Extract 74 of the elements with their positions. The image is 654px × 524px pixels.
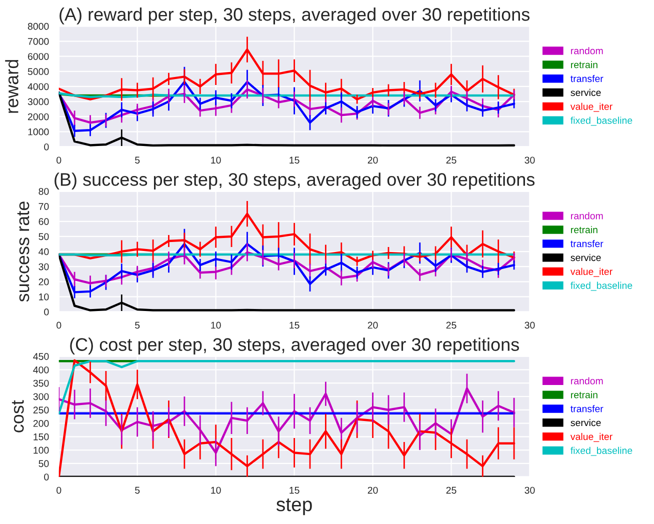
y-tick-label: 8000 <box>28 22 49 30</box>
x-tick-label: 15 <box>290 156 300 164</box>
legend-label: fixed_baseline <box>570 116 632 126</box>
legend-label: transfer <box>570 240 604 248</box>
legend-label: random <box>571 47 603 54</box>
text: random <box>571 377 603 384</box>
y-tick-label: 0 <box>44 308 49 316</box>
x-axis-title: step <box>276 498 312 516</box>
y-tick-label: 50 <box>38 233 49 240</box>
legend-label: service <box>570 254 601 262</box>
text: retrain <box>571 226 598 234</box>
x-tick-label: 30 <box>524 322 535 329</box>
legend-label: fixed_baseline <box>570 446 632 456</box>
x-tick-label: 30 <box>524 156 535 164</box>
y-axis-title: success rate <box>17 202 30 302</box>
x-tick-label: 10 <box>211 486 221 494</box>
x-tick-label: 15 <box>290 486 300 494</box>
y-axis-title: reward <box>5 60 18 113</box>
legend-label: transfer <box>570 74 604 82</box>
chart-title: (C) cost per step, 30 steps, averaged over 30 repetitions <box>70 338 519 355</box>
y-tick-label: 2000 <box>28 113 49 120</box>
legend-label: value_iter <box>570 102 612 112</box>
x-tick-label: 20 <box>368 322 378 329</box>
legend-label: value_iter <box>570 268 612 277</box>
y-tick-label: 1000 <box>28 128 49 136</box>
x-tick-label: 0 <box>56 322 62 329</box>
x-tick-label: 5 <box>135 156 140 164</box>
x-tick-label: 5 <box>135 486 140 494</box>
y-tick-label: 7000 <box>28 38 49 45</box>
x-tick-label: 10 <box>211 322 221 329</box>
y-tick-label: 80 <box>38 188 49 195</box>
x-tick-label: 0 <box>56 486 62 494</box>
y-tick-label: 6000 <box>28 53 49 60</box>
y-tick-label: 40 <box>38 248 49 256</box>
x-tick-label: 10 <box>211 156 221 164</box>
y-tick-label: 150 <box>34 433 49 440</box>
y-tick-label: 450 <box>33 353 49 360</box>
x-tick-label: 25 <box>446 486 456 494</box>
x-tick-label: 20 <box>368 486 378 494</box>
legend-label: transfer <box>570 405 604 412</box>
x-tick-label: 30 <box>524 486 535 494</box>
y-axis-title: cost <box>12 400 24 432</box>
y-tick-label: 60 <box>38 218 49 226</box>
x-tick-label: 5 <box>135 322 140 329</box>
x-tick-label: 25 <box>446 156 456 164</box>
y-tick-label: 10 <box>39 293 49 300</box>
chart-title: (A) reward per step, 30 steps, averaged over 30 repetitions <box>60 8 530 24</box>
x-tick-label: 25 <box>446 322 456 329</box>
chart-title: (B) success per step, 30 steps, averaged over 30 repetitions <box>54 172 535 190</box>
x-tick-label: 20 <box>368 156 378 164</box>
y-tick-label: 100 <box>34 446 49 454</box>
y-tick-label: 20 <box>38 278 49 286</box>
y-tick-label: 200 <box>33 420 49 427</box>
y-tick-label: 0 <box>44 474 49 480</box>
text: retrain <box>571 391 598 398</box>
legend-label: fixed_baseline <box>570 282 632 291</box>
x-tick-label: 15 <box>290 322 300 329</box>
y-tick-label: 0 <box>44 143 49 150</box>
legend-label: retrain <box>571 61 598 68</box>
y-tick-label: 350 <box>33 380 49 387</box>
y-tick-label: 30 <box>38 263 49 270</box>
y-tick-label: 4000 <box>28 83 49 90</box>
y-tick-label: 3000 <box>28 98 49 106</box>
x-tick-label: 0 <box>56 156 62 164</box>
text: random <box>571 212 603 220</box>
y-tick-label: 250 <box>33 406 49 414</box>
y-tick-label: 5000 <box>28 68 49 76</box>
legend-label: service <box>570 88 601 96</box>
y-tick-label: 70 <box>38 203 49 210</box>
legend-label: service <box>570 419 601 426</box>
y-tick-label: 300 <box>33 393 49 400</box>
y-tick-label: 50 <box>38 460 49 468</box>
y-tick-label: 400 <box>33 366 49 374</box>
legend-label: value_iter <box>570 432 612 442</box>
